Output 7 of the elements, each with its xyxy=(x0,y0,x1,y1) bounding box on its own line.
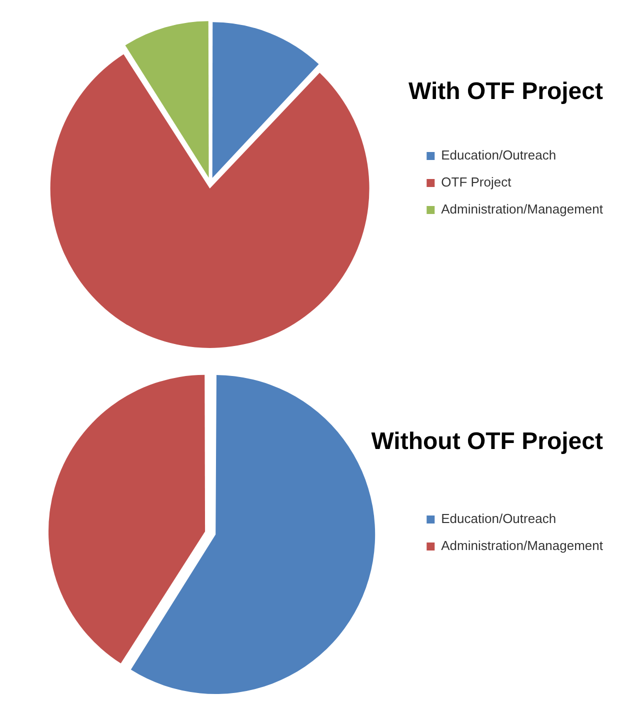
legend-label: OTF Project xyxy=(441,174,512,190)
legend-label: Administration/Management xyxy=(441,538,604,554)
text: Without OTF Project xyxy=(371,428,603,456)
legend-label: Education/Outreach xyxy=(441,148,556,163)
legend-label: Administration/Management xyxy=(441,202,604,217)
legend-label: Education/Outreach xyxy=(441,511,556,526)
text: With OTF Project xyxy=(408,78,603,106)
